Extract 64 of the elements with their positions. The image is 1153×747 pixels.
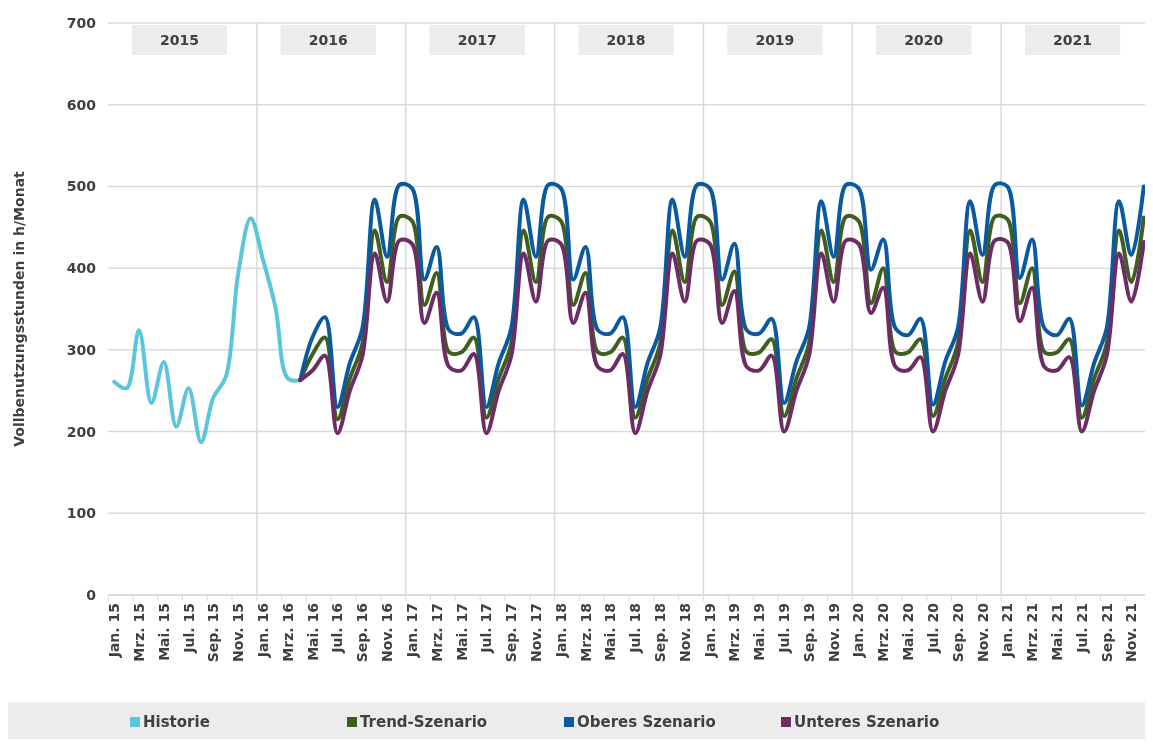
x-tick-label: Sep. 21 xyxy=(1098,603,1115,663)
x-tick-label: Sep. 15 xyxy=(205,603,222,663)
y-axis-title: Vollbenutzungsstunden in h/Monat xyxy=(11,170,27,447)
x-tick-label: Nov. 16 xyxy=(379,603,396,662)
x-tick-label: Jul. 20 xyxy=(924,602,941,654)
x-tick-label: Jan. 16 xyxy=(255,603,272,659)
x-tick-label: Mai. 20 xyxy=(900,602,917,661)
y-tick-label: 500 xyxy=(66,178,97,195)
x-tick-label: Nov. 18 xyxy=(676,603,693,662)
annotation: 2017 xyxy=(457,32,497,48)
x-tick-label: Mrz. 16 xyxy=(279,603,296,662)
x-tick-label: Nov. 20 xyxy=(974,602,991,662)
x-tick-label: Mai. 21 xyxy=(1048,603,1065,661)
y-tick-label: 600 xyxy=(66,96,97,113)
x-tick-label: Nov. 21 xyxy=(1123,603,1140,662)
x-tick-label: Nov. 19 xyxy=(825,603,842,662)
y-tick-label: 100 xyxy=(66,505,97,522)
x-tick-label: Mrz. 19 xyxy=(726,603,743,662)
x-tick-label: Sep. 19 xyxy=(800,603,817,663)
x-tick-label: Jan. 15 xyxy=(106,603,123,659)
x-tick-label: Mrz. 18 xyxy=(577,603,594,662)
x-tick-label: Sep. 16 xyxy=(354,603,371,663)
x-tick-label: Mrz. 17 xyxy=(428,603,445,662)
x-tick-label: Mai. 17 xyxy=(453,603,470,661)
x-tick-label: Nov. 15 xyxy=(230,603,247,662)
legend-label: Oberes Szenario xyxy=(577,713,716,731)
x-tick-label: Mai. 15 xyxy=(155,603,172,661)
x-tick-label: Jan. 21 xyxy=(999,603,1016,659)
y-tick-label: 0 xyxy=(86,587,97,603)
x-tick-label: Jan. 18 xyxy=(552,603,569,659)
annotation: 2019 xyxy=(755,32,795,48)
x-tick-label: Jan. 17 xyxy=(403,603,420,659)
legend-label: Historie xyxy=(143,713,210,731)
y-tick-label: 300 xyxy=(66,341,97,358)
legend-label: Unteres Szenario xyxy=(794,713,940,731)
line-series xyxy=(298,237,1145,436)
x-tick-label: Nov. 17 xyxy=(527,603,544,662)
y-tick-label: 200 xyxy=(66,423,97,440)
annotation: 2018 xyxy=(606,32,646,48)
x-tick-label: Jul. 21 xyxy=(1073,603,1090,654)
x-tick-label: Mrz. 20 xyxy=(875,602,892,662)
x-tick-label: Jul. 17 xyxy=(478,603,495,654)
x-tick-label: Mrz. 21 xyxy=(1024,603,1041,662)
x-tick-label: Mai. 16 xyxy=(304,603,321,661)
x-tick-label: Jul. 15 xyxy=(180,603,197,654)
x-tick-label: Sep. 18 xyxy=(652,603,669,663)
x-tick-label: Jul. 16 xyxy=(329,603,346,654)
x-tick-label: Jan. 20 xyxy=(850,602,867,659)
line-series xyxy=(298,182,1145,410)
x-tick-label: Mai. 18 xyxy=(602,603,619,661)
x-tick-label: Jul. 18 xyxy=(627,603,644,654)
y-tick-label: 400 xyxy=(66,260,97,277)
annotation: 2015 xyxy=(159,32,199,48)
legend-label: Trend-Szenario xyxy=(360,713,488,731)
annotation: 2020 xyxy=(904,32,944,48)
x-tick-label: Mrz. 15 xyxy=(131,603,148,662)
y-tick-label: 700 xyxy=(66,15,97,31)
x-tick-label: Sep. 20 xyxy=(949,602,966,663)
x-tick-label: Mai. 19 xyxy=(751,603,768,661)
annotation: 2016 xyxy=(308,32,348,48)
x-tick-label: Sep. 17 xyxy=(503,603,520,663)
x-tick-label: Jul. 19 xyxy=(776,603,793,654)
annotation: 2021 xyxy=(1053,32,1093,48)
x-tick-label: Jan. 19 xyxy=(701,603,718,659)
